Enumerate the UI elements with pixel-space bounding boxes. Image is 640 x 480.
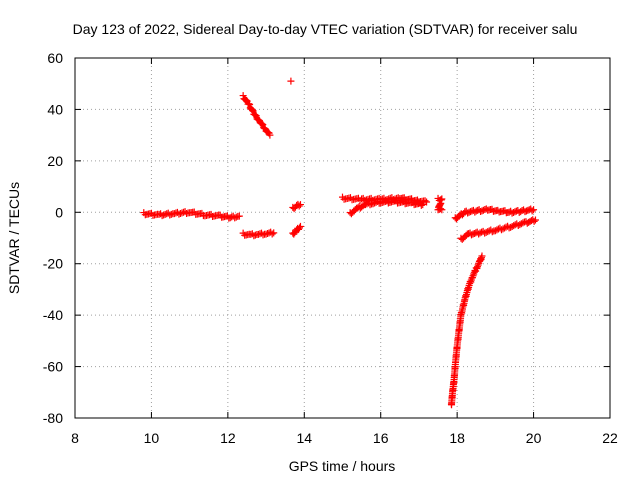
y-axis-label: SDTVAR / TECUs xyxy=(6,182,22,294)
data-point xyxy=(176,210,184,218)
data-point xyxy=(296,222,304,230)
data-point xyxy=(259,121,267,129)
data-point xyxy=(287,77,295,85)
chart-title: Day 123 of 2022, Sidereal Day-to-day VTE… xyxy=(73,21,578,37)
data-points xyxy=(140,77,539,409)
data-point xyxy=(259,231,267,239)
data-point xyxy=(530,217,538,225)
data-point xyxy=(252,112,260,120)
data-point xyxy=(369,200,377,208)
x-tick-label: 10 xyxy=(144,430,160,446)
data-point xyxy=(257,229,265,237)
x-tick-label: 20 xyxy=(526,430,542,446)
data-point xyxy=(245,100,253,108)
data-point xyxy=(488,228,496,236)
data-point xyxy=(531,216,539,224)
data-point xyxy=(242,96,250,104)
data-point xyxy=(258,120,266,128)
x-tick-label: 22 xyxy=(602,430,618,446)
y-tick-label: 0 xyxy=(55,204,63,220)
data-point xyxy=(478,252,486,260)
x-axis-label: GPS time / hours xyxy=(289,458,396,474)
y-tick-label: -40 xyxy=(43,307,63,323)
data-point xyxy=(421,197,429,205)
x-tick-label: 14 xyxy=(296,430,312,446)
data-point xyxy=(437,205,445,213)
data-point xyxy=(170,210,178,218)
data-point xyxy=(175,210,183,218)
data-point xyxy=(482,228,490,236)
data-point xyxy=(155,210,163,218)
data-point xyxy=(180,208,188,216)
data-point xyxy=(417,201,425,209)
data-point xyxy=(232,213,240,221)
data-point xyxy=(246,101,254,109)
data-point xyxy=(247,230,255,238)
plot-frame xyxy=(74,57,611,419)
y-tick-label: -60 xyxy=(43,359,63,375)
data-point xyxy=(160,211,168,219)
data-point xyxy=(178,209,186,217)
data-point xyxy=(250,232,258,240)
y-tick-label: 60 xyxy=(47,50,63,66)
data-point xyxy=(231,214,239,222)
data-point xyxy=(172,209,180,217)
data-point xyxy=(295,202,303,210)
y-tick-label: -80 xyxy=(43,410,63,426)
data-point xyxy=(161,210,169,218)
data-point xyxy=(296,224,304,232)
data-point xyxy=(239,92,247,100)
data-point xyxy=(251,111,259,119)
data-point xyxy=(251,111,259,119)
axis-ticks: 8 10 12 14 16 18 20 22 -80 -60 -40 -20 0 20 40 60 xyxy=(43,50,618,446)
data-point xyxy=(248,105,256,113)
data-point xyxy=(257,119,265,127)
x-tick-label: 16 xyxy=(373,430,389,446)
data-point xyxy=(268,230,276,238)
data-point xyxy=(266,131,274,139)
data-point xyxy=(481,229,489,237)
x-tick-label: 12 xyxy=(220,430,236,446)
data-point xyxy=(235,212,243,220)
data-point xyxy=(248,106,256,114)
y-tick-label: -20 xyxy=(43,256,63,272)
data-point xyxy=(423,198,431,206)
data-point xyxy=(296,201,304,209)
y-tick-label: 20 xyxy=(47,153,63,169)
data-point xyxy=(419,201,427,209)
data-point xyxy=(528,207,536,215)
data-point xyxy=(438,206,446,214)
data-point xyxy=(262,230,270,238)
grid xyxy=(75,58,610,418)
x-tick-label: 8 xyxy=(71,430,79,446)
x-tick-label: 18 xyxy=(449,430,465,446)
data-point xyxy=(530,206,538,214)
data-point xyxy=(167,210,175,218)
data-point xyxy=(366,201,374,209)
data-point xyxy=(163,210,171,218)
y-tick-label: 40 xyxy=(47,101,63,117)
data-point xyxy=(249,107,257,115)
data-point xyxy=(270,229,278,237)
data-point xyxy=(372,198,380,206)
data-point xyxy=(158,212,166,220)
data-point xyxy=(166,211,174,219)
data-point xyxy=(251,231,259,239)
data-point xyxy=(183,210,191,218)
